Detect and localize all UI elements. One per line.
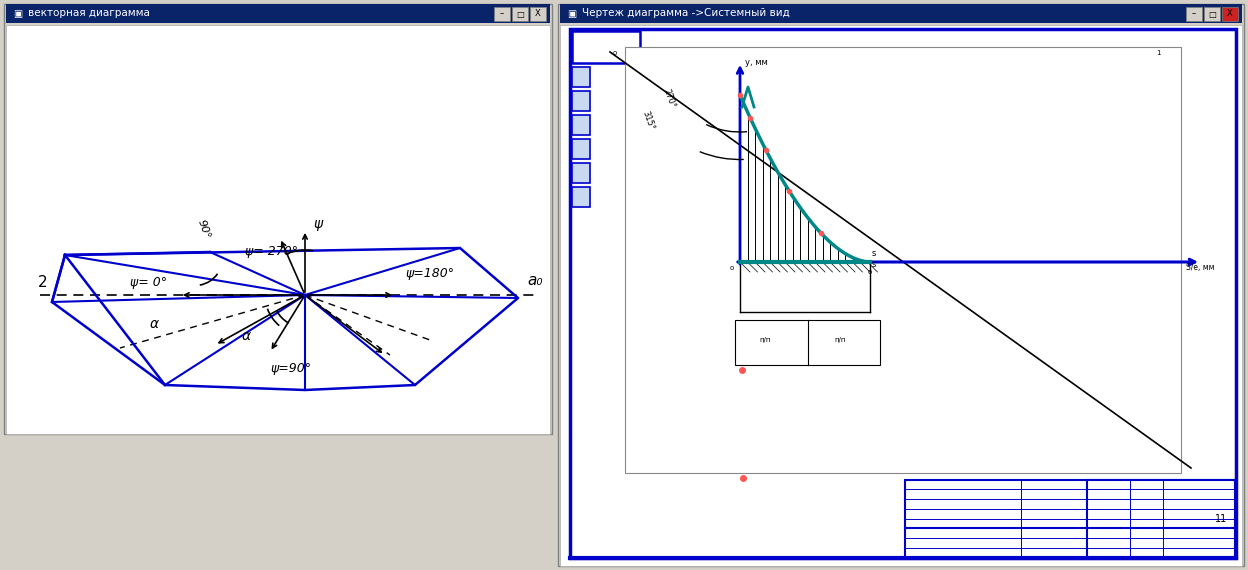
Text: o: o (869, 269, 872, 275)
Text: 1: 1 (1156, 50, 1161, 56)
Text: 270°: 270° (661, 87, 678, 109)
Text: п/п: п/п (759, 337, 771, 343)
Text: ▣: ▣ (14, 9, 22, 18)
Bar (512, 7, 528, 21)
Bar (572, 67, 590, 87)
Text: X: X (535, 10, 540, 18)
Text: s: s (872, 260, 876, 269)
Bar (530, 7, 547, 21)
Bar (735, 320, 880, 365)
Text: –: – (500, 10, 504, 18)
Text: 11: 11 (1214, 514, 1227, 524)
Bar (558, 4, 1244, 566)
Bar (572, 91, 590, 111)
Bar (6, 25, 550, 434)
Text: ▣: ▣ (568, 9, 577, 18)
Text: o: o (730, 265, 734, 271)
Text: ψ= 0°: ψ= 0° (130, 276, 167, 289)
Text: 2: 2 (37, 275, 47, 290)
Bar (560, 4, 1242, 23)
Bar (1204, 7, 1221, 21)
Text: S/e, мм: S/e, мм (1186, 263, 1214, 272)
Text: X: X (1227, 10, 1233, 18)
Text: y, мм: y, мм (745, 58, 768, 67)
Text: векторная диаграмма: векторная диаграмма (27, 9, 150, 18)
Bar (572, 115, 590, 135)
Text: –: – (1192, 10, 1196, 18)
Text: ψ=180°: ψ=180° (406, 267, 454, 280)
Bar (572, 187, 590, 207)
Text: α: α (150, 317, 160, 331)
Bar (1087, 480, 1236, 558)
Bar (560, 25, 1242, 566)
Text: □: □ (1208, 10, 1216, 18)
Text: ψ: ψ (313, 217, 322, 231)
Text: 90°: 90° (196, 218, 212, 240)
Bar (494, 7, 510, 21)
Text: п/п: п/п (835, 337, 846, 343)
Bar (1222, 7, 1238, 21)
Bar (572, 163, 590, 183)
Text: o: o (613, 50, 618, 56)
Text: Чертеж диаграмма ->Системный вид: Чертеж диаграмма ->Системный вид (582, 9, 790, 18)
Text: ψ=90°: ψ=90° (270, 362, 311, 375)
Text: s: s (872, 249, 876, 258)
Bar (572, 31, 640, 63)
Text: ψ= 270°: ψ= 270° (245, 245, 298, 258)
Bar (1186, 7, 1202, 21)
Text: a₀: a₀ (527, 273, 543, 288)
Bar (570, 29, 1236, 558)
Text: □: □ (517, 10, 524, 18)
Bar (4, 4, 552, 434)
Bar (6, 4, 550, 23)
Bar (572, 139, 590, 159)
Bar (625, 47, 1181, 473)
Text: α: α (242, 329, 251, 343)
Text: 315°: 315° (640, 109, 655, 131)
Bar (905, 480, 1236, 558)
